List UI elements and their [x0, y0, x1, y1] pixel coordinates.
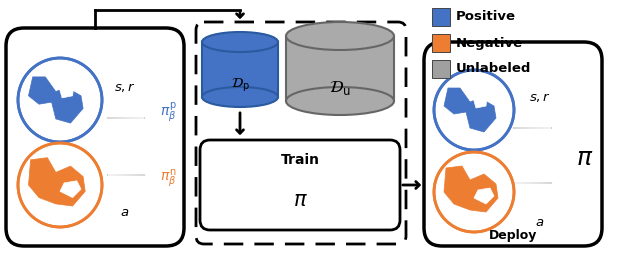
Text: Deploy: Deploy [489, 229, 537, 242]
Circle shape [434, 152, 514, 232]
Text: $\mathcal{D}_{\mathrm{u}}$: $\mathcal{D}_{\mathrm{u}}$ [329, 79, 351, 97]
Circle shape [18, 58, 102, 142]
Circle shape [434, 70, 514, 150]
Polygon shape [28, 158, 85, 206]
Circle shape [434, 152, 514, 232]
Text: Train: Train [281, 153, 320, 167]
Polygon shape [28, 77, 83, 123]
Polygon shape [444, 166, 498, 212]
FancyBboxPatch shape [196, 22, 406, 244]
Ellipse shape [286, 22, 394, 50]
Bar [432, 34, 450, 52]
Circle shape [18, 143, 102, 227]
Polygon shape [60, 181, 81, 198]
Text: $a$: $a$ [536, 215, 544, 229]
Text: $\pi_{\beta}^{\mathrm{p}}$: $\pi_{\beta}^{\mathrm{p}}$ [160, 100, 176, 124]
Text: $\pi$: $\pi$ [577, 146, 593, 170]
Text: Unlabeled: Unlabeled [456, 62, 531, 75]
Text: $s, r$: $s, r$ [114, 82, 136, 94]
Circle shape [18, 143, 102, 227]
Polygon shape [472, 84, 488, 108]
Circle shape [434, 70, 514, 150]
FancyBboxPatch shape [200, 140, 400, 230]
Polygon shape [474, 188, 494, 204]
Circle shape [18, 58, 102, 142]
Ellipse shape [202, 32, 278, 52]
Text: Positive: Positive [456, 10, 516, 24]
Bar [432, 8, 450, 26]
Polygon shape [444, 88, 496, 132]
Text: $\pi_{\beta}^{\mathrm{n}}$: $\pi_{\beta}^{\mathrm{n}}$ [160, 167, 176, 189]
Text: $a$: $a$ [121, 205, 129, 218]
Ellipse shape [286, 87, 394, 115]
Bar [202, 42, 278, 97]
FancyBboxPatch shape [424, 42, 602, 246]
Polygon shape [58, 73, 75, 98]
FancyBboxPatch shape [6, 28, 184, 246]
Bar [286, 36, 394, 101]
Text: $s, r$: $s, r$ [529, 91, 551, 104]
Bar [432, 60, 450, 78]
Text: $\pi$: $\pi$ [293, 190, 308, 210]
Ellipse shape [202, 87, 278, 107]
Text: Negative: Negative [456, 37, 523, 50]
Text: $\mathcal{D}_{\mathrm{p}}$: $\mathcal{D}_{\mathrm{p}}$ [230, 76, 249, 94]
